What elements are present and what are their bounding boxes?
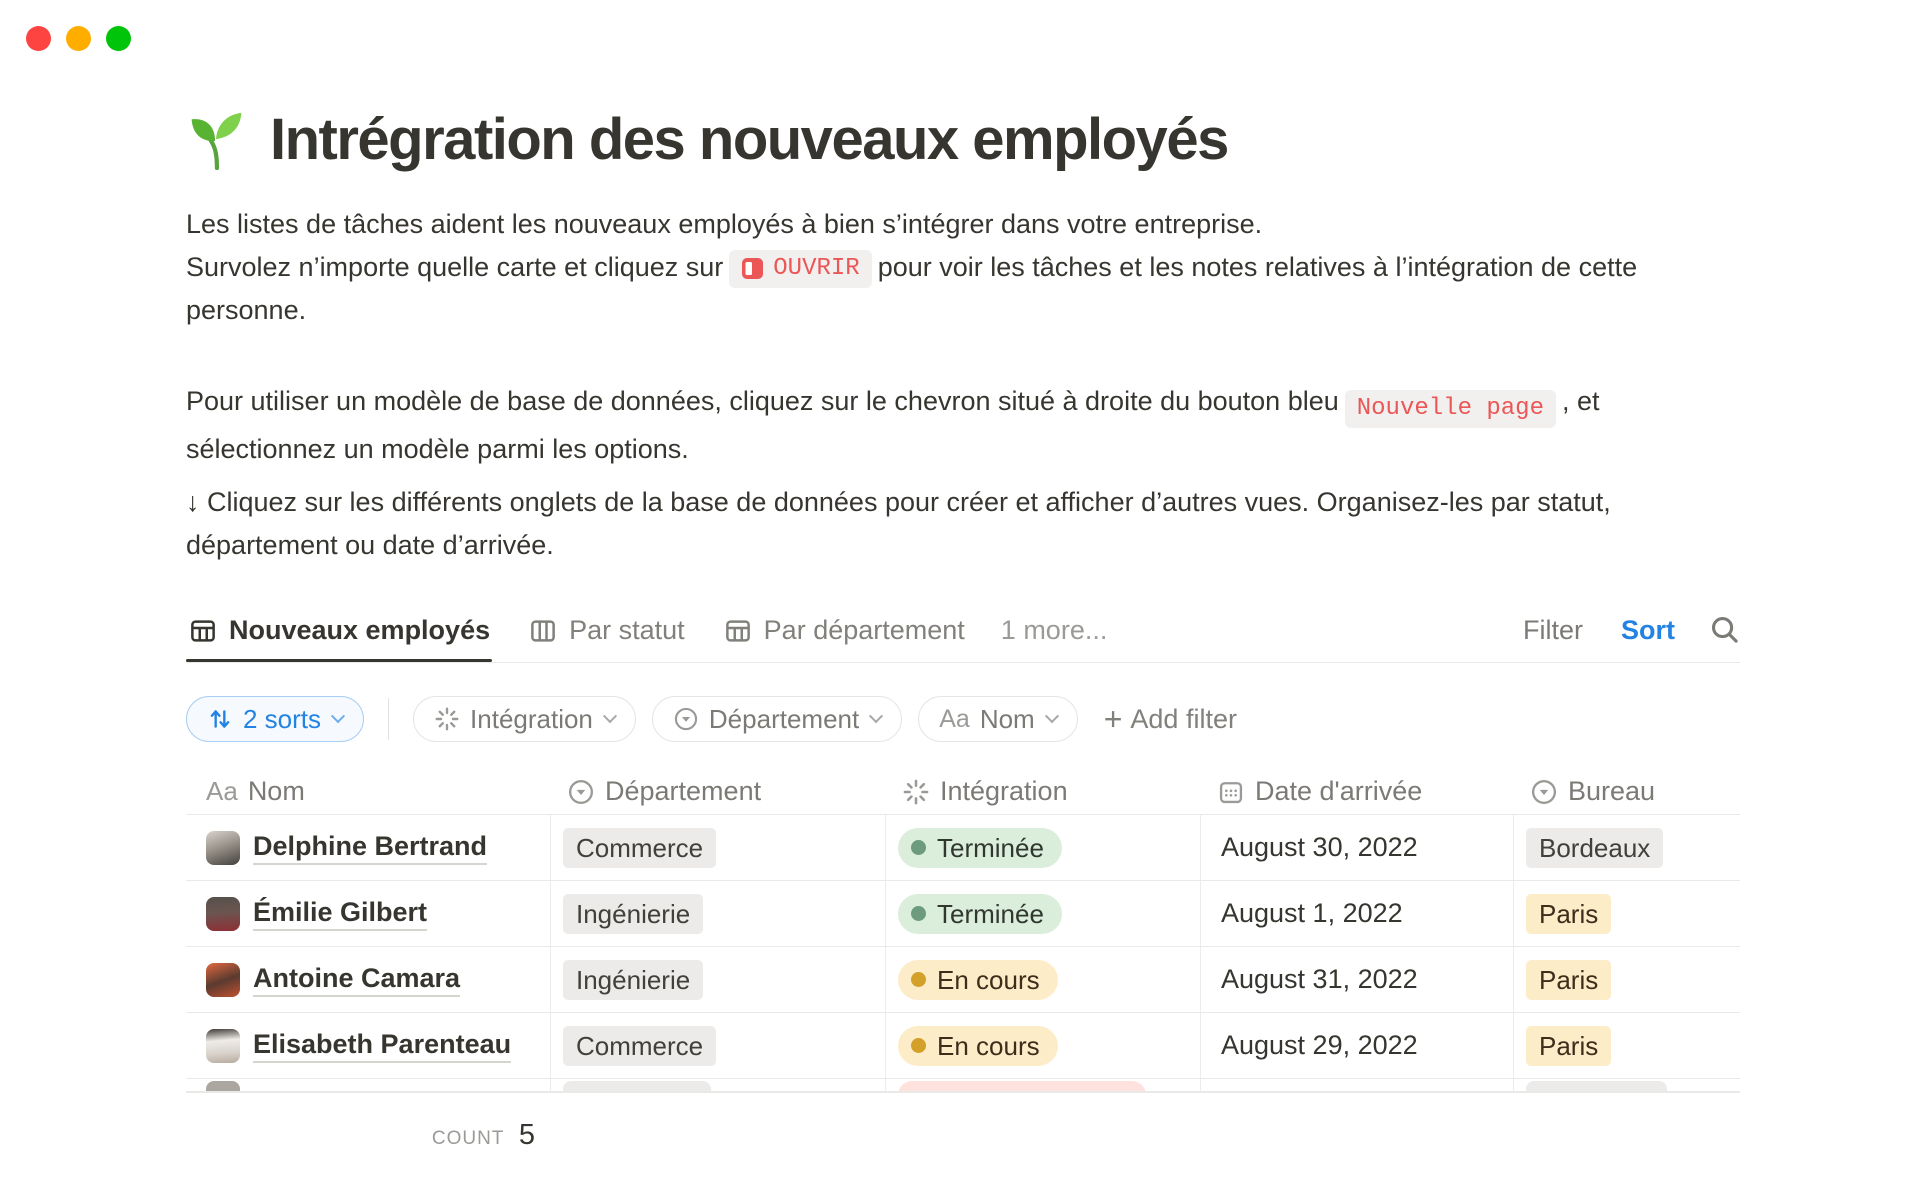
page-title: Intrégration des nouveaux employés: [270, 107, 1229, 172]
table-view-icon: [191, 619, 215, 642]
tab-par-departement[interactable]: Par département: [721, 615, 967, 660]
departement-cell[interactable]: Ingénierie: [551, 947, 886, 1012]
view-tabs-bar: Nouveaux employés Par statut Par départe…: [186, 613, 1740, 663]
table-row-clipped: [186, 1079, 1740, 1093]
column-header-integration[interactable]: Intégration: [886, 769, 1201, 814]
column-header-date-arrivee[interactable]: Date d'arrivée: [1201, 769, 1514, 814]
table-header-row: Aa Nom Département Intégration Date d'ar…: [186, 769, 1740, 815]
intro-line-2-suffix: pour voir les tâches et les notes relati…: [186, 252, 1638, 325]
table-row: Émilie Gilbert Ingénierie Terminée Augus…: [186, 881, 1740, 947]
integration-cell[interactable]: Terminée: [886, 815, 1201, 880]
calendar-property-icon: [1219, 781, 1243, 803]
text-property-icon: Aa: [206, 776, 238, 806]
text-property-icon: Aa: [939, 704, 970, 733]
tab-par-statut[interactable]: Par statut: [526, 615, 687, 660]
board-view-icon: [531, 619, 555, 642]
count-label: count: [431, 1128, 505, 1149]
status-pill: Terminée: [898, 827, 1062, 868]
search-icon: [1711, 616, 1738, 643]
open-badge: OUVRIR: [729, 249, 872, 288]
status-property-icon: [435, 707, 459, 731]
table-count-footer[interactable]: count 5: [186, 1119, 535, 1152]
column-header-departement[interactable]: Département: [551, 769, 886, 814]
toolbar-divider: [388, 698, 390, 740]
integration-cell[interactable]: En cours: [886, 1013, 1201, 1078]
select-property-icon: [1531, 779, 1557, 804]
chevron-down-icon: [602, 709, 617, 724]
more-views-button[interactable]: 1 more...: [1000, 615, 1108, 645]
status-pill: Terminée: [898, 893, 1062, 934]
search-button[interactable]: [1709, 614, 1740, 662]
employees-table: Aa Nom Département Intégration Date d'ar…: [186, 769, 1740, 1152]
chevron-down-icon: [1044, 709, 1059, 724]
date-cell[interactable]: August 31, 2022: [1201, 947, 1514, 1012]
integration-filter-chip[interactable]: Intégration: [413, 696, 636, 742]
sort-button[interactable]: Sort: [1621, 615, 1675, 645]
chevron-down-icon: [330, 709, 346, 724]
select-property-icon: [568, 779, 594, 804]
minimize-window-button[interactable]: [66, 26, 91, 51]
open-page-icon: [742, 258, 764, 279]
departement-filter-chip[interactable]: Département: [651, 696, 903, 742]
integration-cell[interactable]: Terminée: [886, 881, 1201, 946]
seedling-emoji-icon: [186, 110, 246, 170]
date-cell[interactable]: August 30, 2022: [1201, 815, 1514, 880]
tip-paragraph: Pour utiliser un modèle de base de donné…: [186, 380, 1740, 471]
avatar: [206, 1081, 240, 1091]
hint-paragraph: ↓ Cliquez sur les différents onglets de …: [186, 487, 1611, 560]
status-pill: En cours: [898, 959, 1058, 1000]
table-row: Antoine Camara Ingénierie En cours Augus…: [186, 947, 1740, 1013]
avatar: [206, 896, 240, 931]
avatar: [206, 830, 240, 865]
table-row: Elisabeth Parenteau Commerce En cours Au…: [186, 1013, 1740, 1079]
name-cell[interactable]: Elisabeth Parenteau: [186, 1013, 551, 1078]
column-header-nom[interactable]: Aa Nom: [206, 776, 305, 806]
column-header-bureau[interactable]: Bureau: [1514, 769, 1740, 814]
departement-cell[interactable]: Ingénierie: [551, 881, 886, 946]
plus-icon: +: [1103, 701, 1123, 737]
bureau-cell[interactable]: Paris: [1514, 947, 1740, 1012]
avatar: [206, 962, 240, 997]
tip-prefix: Pour utiliser un modèle de base de donné…: [186, 386, 1339, 416]
filter-button[interactable]: Filter: [1523, 615, 1583, 645]
count-value: 5: [518, 1119, 535, 1151]
nom-filter-chip[interactable]: Aa Nom: [918, 696, 1078, 742]
date-cell[interactable]: August 29, 2022: [1201, 1013, 1514, 1078]
name-cell[interactable]: Émilie Gilbert: [186, 881, 551, 946]
status-pill: En cours: [898, 1025, 1058, 1066]
chevron-down-icon: [869, 709, 884, 724]
window-controls: [26, 26, 131, 51]
status-dot-icon: [911, 840, 926, 855]
name-cell[interactable]: Delphine Bertrand: [186, 815, 551, 880]
date-cell[interactable]: August 1, 2022: [1201, 881, 1514, 946]
status-property-icon: [903, 779, 929, 804]
bureau-cell[interactable]: Bordeaux: [1514, 815, 1740, 880]
intro-line-2-prefix: Survolez n’importe quelle carte et cliqu…: [186, 252, 724, 282]
name-cell[interactable]: Antoine Camara: [186, 947, 551, 1012]
tab-nouveaux-employes[interactable]: Nouveaux employés: [186, 615, 493, 662]
status-dot-icon: [911, 1038, 926, 1053]
intro-line-1: Les listes de tâches aident les nouveaux…: [186, 209, 1263, 239]
intro-line-2: Survolez n’importe quelle carte et cliqu…: [186, 246, 1740, 332]
departement-cell[interactable]: Commerce: [551, 1013, 886, 1078]
sort-filter-toolbar: 2 sorts Intégration Département Aa Nom +…: [186, 695, 1740, 743]
status-dot-icon: [911, 972, 926, 987]
departement-cell[interactable]: Commerce: [551, 815, 886, 880]
sort-arrows-icon: [210, 710, 230, 728]
bureau-cell[interactable]: Paris: [1514, 1013, 1740, 1078]
tip-suffix: , et sélectionnez un modèle parmi les op…: [186, 386, 1600, 464]
add-filter-button[interactable]: + Add filter: [1103, 701, 1237, 737]
status-dot-icon: [911, 906, 926, 921]
page-header: Intrégration des nouveaux employés: [186, 106, 1740, 173]
close-window-button[interactable]: [26, 26, 51, 51]
select-property-icon: [674, 707, 698, 731]
bureau-cell[interactable]: Paris: [1514, 881, 1740, 946]
new-page-badge: Nouvelle page: [1344, 390, 1556, 428]
table-row: Delphine Bertrand Commerce Terminée Augu…: [186, 815, 1740, 881]
sorts-chip[interactable]: 2 sorts: [186, 696, 365, 742]
table-view-icon: [725, 619, 750, 642]
integration-cell[interactable]: En cours: [886, 947, 1201, 1012]
zoom-window-button[interactable]: [106, 26, 131, 51]
avatar: [206, 1028, 240, 1063]
